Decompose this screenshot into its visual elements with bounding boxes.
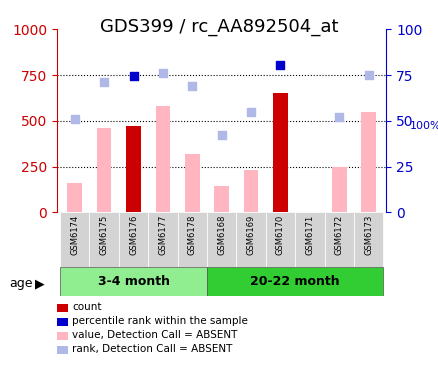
FancyBboxPatch shape: [324, 212, 353, 267]
FancyBboxPatch shape: [60, 267, 207, 296]
FancyBboxPatch shape: [148, 212, 177, 267]
Bar: [126, 126, 141, 212]
Bar: [155, 106, 170, 212]
Text: GSM6168: GSM6168: [217, 215, 226, 255]
Text: GSM6178: GSM6178: [187, 215, 196, 255]
Point: [247, 109, 254, 115]
Text: GSM6171: GSM6171: [305, 215, 314, 255]
FancyBboxPatch shape: [236, 212, 265, 267]
Text: percentile rank within the sample: percentile rank within the sample: [72, 316, 248, 326]
Bar: [214, 186, 229, 212]
Point: [218, 132, 225, 138]
Point: [188, 83, 195, 89]
Text: GDS399 / rc_AA892504_at: GDS399 / rc_AA892504_at: [100, 18, 338, 36]
Point: [276, 62, 283, 68]
Text: value, Detection Call = ABSENT: value, Detection Call = ABSENT: [72, 330, 237, 340]
Bar: [243, 170, 258, 212]
Text: count: count: [72, 302, 102, 313]
Bar: [331, 168, 346, 212]
Point: [159, 70, 166, 76]
Text: GSM6174: GSM6174: [70, 215, 79, 255]
Text: age: age: [9, 277, 32, 290]
FancyBboxPatch shape: [119, 212, 148, 267]
Y-axis label: 100%: 100%: [409, 121, 438, 131]
Bar: [67, 183, 82, 212]
Text: rank, Detection Call = ABSENT: rank, Detection Call = ABSENT: [72, 344, 232, 354]
Point: [364, 72, 371, 78]
Text: GSM6175: GSM6175: [99, 215, 108, 255]
Text: GSM6177: GSM6177: [158, 215, 167, 255]
Text: 20-22 month: 20-22 month: [250, 275, 339, 288]
Text: GSM6176: GSM6176: [129, 215, 138, 255]
Text: GSM6170: GSM6170: [276, 215, 284, 255]
Text: GSM6169: GSM6169: [246, 215, 255, 255]
FancyBboxPatch shape: [265, 212, 294, 267]
Point: [335, 114, 342, 120]
FancyBboxPatch shape: [294, 212, 324, 267]
FancyBboxPatch shape: [353, 212, 382, 267]
FancyBboxPatch shape: [60, 212, 89, 267]
Text: 3-4 month: 3-4 month: [97, 275, 169, 288]
Point: [130, 73, 137, 79]
FancyBboxPatch shape: [89, 212, 119, 267]
Text: ▶: ▶: [35, 277, 45, 290]
Bar: [360, 112, 375, 212]
Text: GSM6173: GSM6173: [364, 215, 372, 255]
Bar: [272, 93, 287, 212]
FancyBboxPatch shape: [207, 267, 382, 296]
Point: [100, 79, 107, 85]
Point: [71, 116, 78, 122]
FancyBboxPatch shape: [207, 212, 236, 267]
Bar: [96, 128, 111, 212]
Text: GSM6172: GSM6172: [334, 215, 343, 255]
FancyBboxPatch shape: [177, 212, 207, 267]
Bar: [184, 154, 199, 212]
